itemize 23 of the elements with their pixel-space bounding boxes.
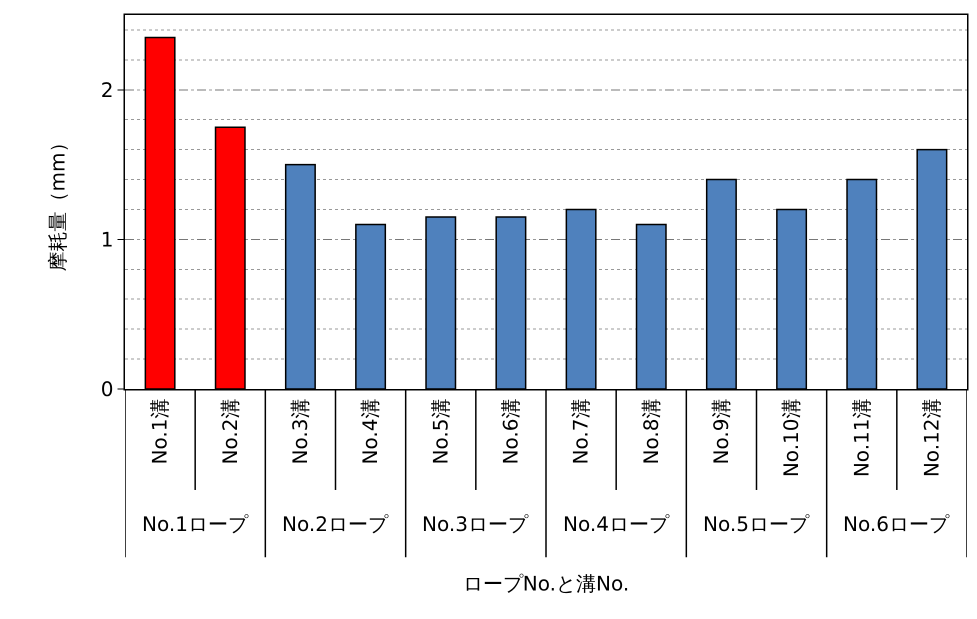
x-axis-title: ロープNo.と溝No.	[462, 571, 630, 596]
x-tick-label: No.6溝	[498, 398, 522, 464]
x-tick-label: No.5溝	[428, 398, 452, 464]
y-axis-title: 摩耗量（mm）	[46, 132, 70, 272]
x-tick-label: No.10溝	[779, 398, 804, 478]
x-tick-label: No.2溝	[218, 398, 242, 464]
text: No.1ロープ	[142, 512, 249, 536]
x-tick-label: No.12溝	[919, 398, 944, 478]
x-tick-label: No.8溝	[638, 398, 663, 464]
y-tick-label: 2	[100, 78, 114, 102]
y-tick-label: 0	[100, 377, 114, 401]
y-tick-label: 1	[100, 227, 114, 252]
x-tick-label: No.4溝	[358, 398, 382, 464]
x-tick-label: No.1溝	[148, 398, 172, 464]
x-tick-label: No.11溝	[849, 398, 874, 478]
text: No.3ロープ	[422, 512, 529, 536]
text: No.4ロープ	[563, 512, 670, 536]
x-tick-label: No.9溝	[708, 398, 733, 464]
text: No.2ロープ	[282, 512, 389, 536]
x-tick-label: No.7溝	[568, 398, 593, 464]
text: No.5ロープ	[703, 512, 810, 536]
x-tick-label: No.3溝	[288, 398, 312, 464]
text: No.6ロープ	[843, 512, 950, 536]
